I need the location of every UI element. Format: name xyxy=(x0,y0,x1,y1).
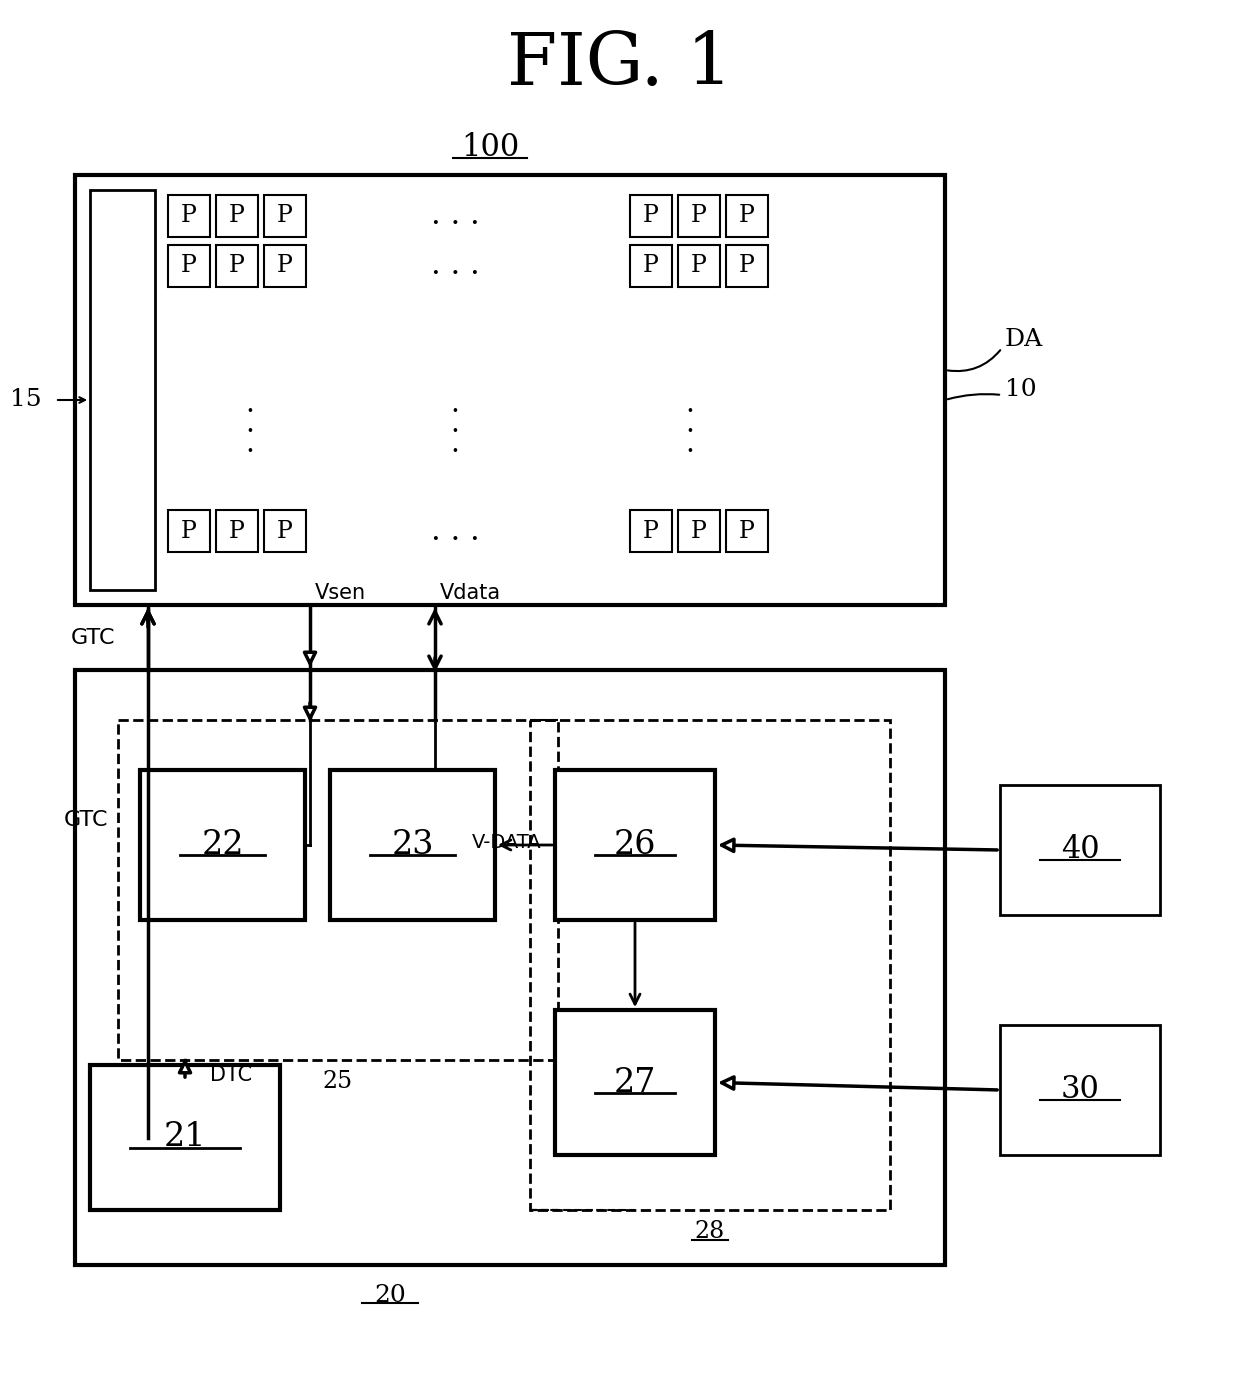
Text: .: . xyxy=(246,431,254,459)
Text: .: . xyxy=(246,412,254,438)
Text: 21: 21 xyxy=(164,1122,206,1154)
Bar xyxy=(140,770,305,919)
Text: 23: 23 xyxy=(392,829,434,861)
Text: P: P xyxy=(229,254,246,278)
Text: P: P xyxy=(277,254,293,278)
Text: GTC: GTC xyxy=(71,628,115,647)
Text: 100: 100 xyxy=(461,133,520,163)
Text: DA: DA xyxy=(1004,328,1043,352)
Bar xyxy=(74,670,945,1265)
Text: P: P xyxy=(181,205,197,227)
Text: P: P xyxy=(644,205,658,227)
Text: .: . xyxy=(686,392,694,418)
Text: 30: 30 xyxy=(1060,1074,1100,1105)
Text: . . .: . . . xyxy=(430,516,480,547)
Text: DTC: DTC xyxy=(210,1064,252,1085)
Bar xyxy=(725,195,768,237)
Text: FIG. 1: FIG. 1 xyxy=(507,29,733,100)
Text: V-DATA: V-DATA xyxy=(472,833,542,852)
Text: 22: 22 xyxy=(201,829,244,861)
Bar xyxy=(678,246,720,287)
Text: .: . xyxy=(686,431,694,459)
Bar xyxy=(725,511,768,552)
Bar xyxy=(216,195,258,237)
Text: .: . xyxy=(450,392,460,418)
Text: P: P xyxy=(739,254,755,278)
Text: .: . xyxy=(686,412,694,438)
Bar xyxy=(264,246,306,287)
Bar xyxy=(91,190,155,590)
Bar xyxy=(999,1025,1159,1155)
Text: P: P xyxy=(644,254,658,278)
Text: P: P xyxy=(739,519,755,543)
Text: .: . xyxy=(246,392,254,418)
Bar xyxy=(264,511,306,552)
Text: 27: 27 xyxy=(614,1067,656,1098)
Bar xyxy=(264,195,306,237)
Bar xyxy=(630,511,672,552)
Text: . . .: . . . xyxy=(430,251,480,282)
Text: P: P xyxy=(644,519,658,543)
Text: 28: 28 xyxy=(694,1221,725,1243)
Bar xyxy=(330,770,495,919)
Bar xyxy=(556,770,715,919)
Bar xyxy=(167,511,210,552)
Bar xyxy=(118,720,558,1060)
Text: 25: 25 xyxy=(322,1070,353,1094)
Bar xyxy=(167,195,210,237)
Text: 15: 15 xyxy=(10,388,42,412)
Text: P: P xyxy=(691,205,707,227)
Text: P: P xyxy=(691,519,707,543)
Text: .: . xyxy=(450,412,460,438)
Bar xyxy=(678,511,720,552)
Text: 20: 20 xyxy=(374,1283,405,1307)
Bar xyxy=(630,195,672,237)
Bar xyxy=(91,1064,280,1209)
Text: Vsen: Vsen xyxy=(315,583,366,603)
Text: P: P xyxy=(277,519,293,543)
Bar xyxy=(216,246,258,287)
Text: P: P xyxy=(691,254,707,278)
Bar xyxy=(216,511,258,552)
Text: P: P xyxy=(229,519,246,543)
Bar xyxy=(74,174,945,605)
Text: 26: 26 xyxy=(614,829,656,861)
Text: P: P xyxy=(181,254,197,278)
Bar xyxy=(725,246,768,287)
Bar xyxy=(630,246,672,287)
Text: P: P xyxy=(277,205,293,227)
Text: . . .: . . . xyxy=(430,201,480,232)
Text: 10: 10 xyxy=(1004,378,1037,402)
Text: P: P xyxy=(181,519,197,543)
Bar xyxy=(529,720,890,1209)
Bar xyxy=(167,246,210,287)
Text: 40: 40 xyxy=(1060,834,1100,865)
Text: .: . xyxy=(450,431,460,459)
Bar xyxy=(556,1010,715,1155)
Text: Vdata: Vdata xyxy=(440,583,501,603)
Bar xyxy=(678,195,720,237)
Text: GTC: GTC xyxy=(63,810,108,830)
Bar xyxy=(999,785,1159,915)
Text: P: P xyxy=(229,205,246,227)
Text: P: P xyxy=(739,205,755,227)
